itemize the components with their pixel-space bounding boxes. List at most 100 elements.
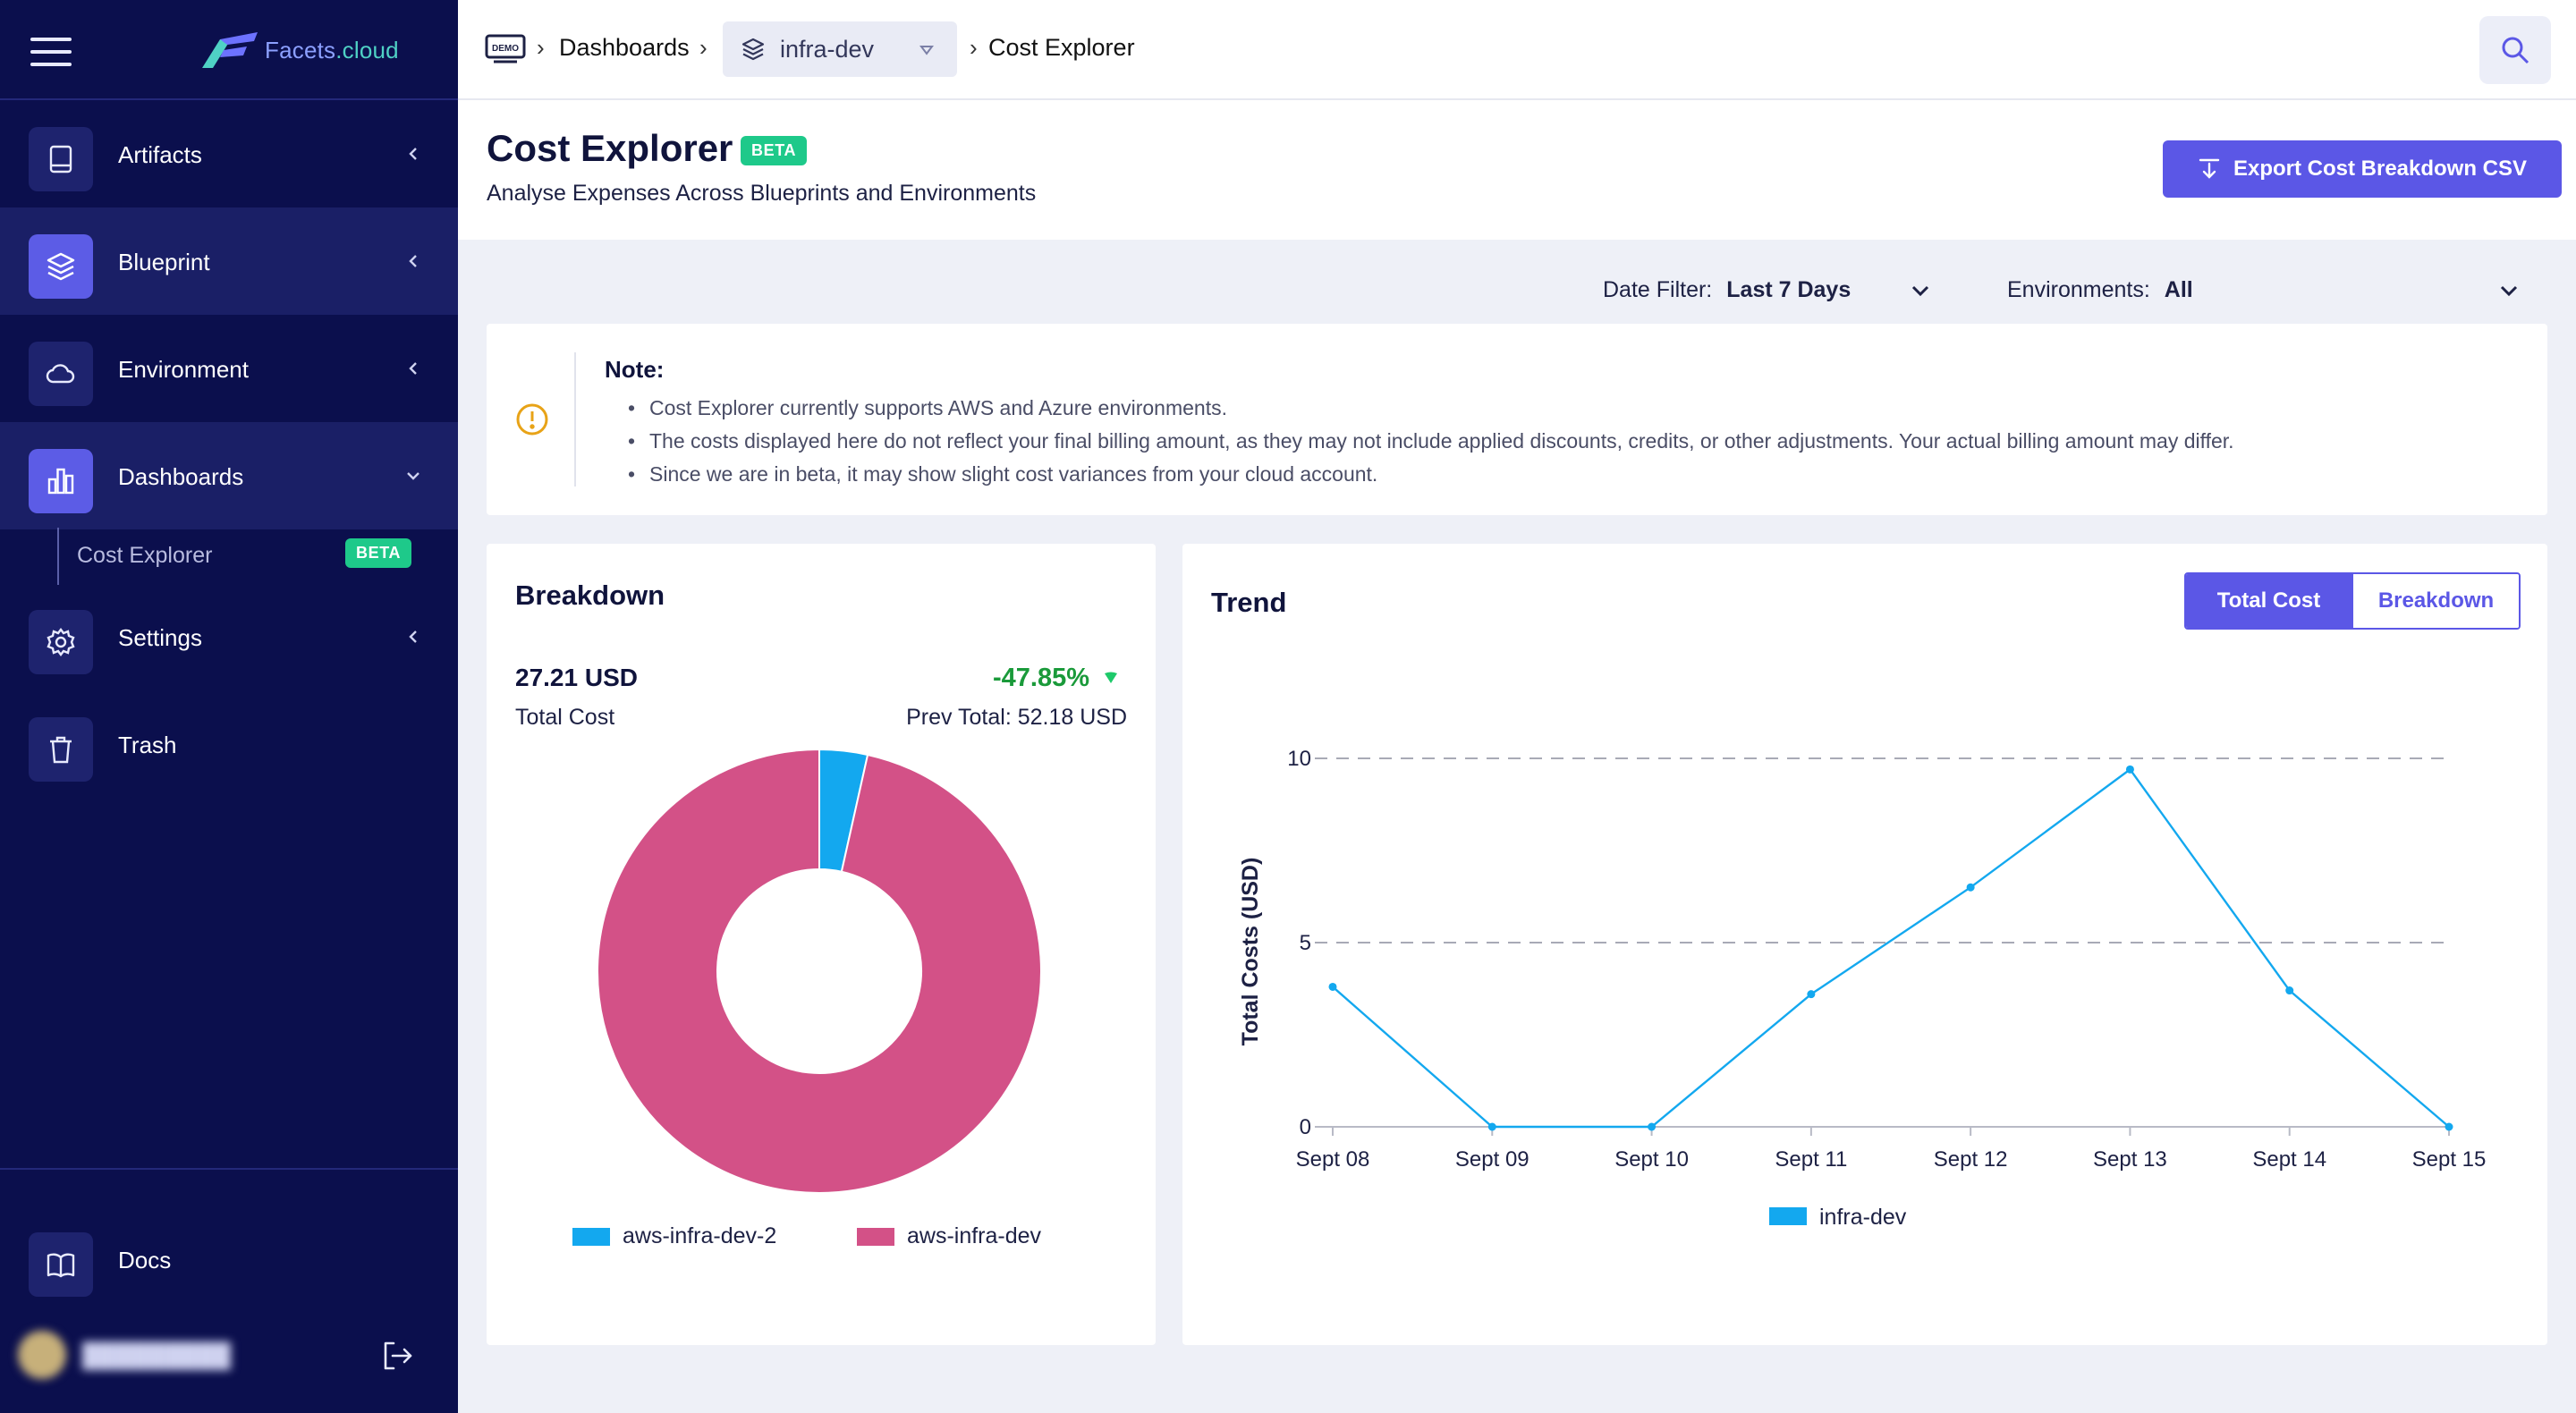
sidebar-item-environment[interactable]: Environment bbox=[0, 315, 458, 422]
beta-badge: BETA bbox=[741, 136, 808, 165]
note-title: Note: bbox=[605, 356, 665, 383]
note-item: Cost Explorer currently supports AWS and… bbox=[628, 392, 2234, 425]
sidebar-item-settings[interactable]: Settings bbox=[0, 583, 458, 690]
legend-label[interactable]: infra-dev bbox=[1819, 1205, 1907, 1230]
data-point[interactable] bbox=[2445, 1122, 2453, 1131]
legend-swatch bbox=[572, 1227, 610, 1246]
download-icon bbox=[2199, 158, 2220, 179]
note-divider bbox=[574, 352, 576, 487]
date-filter[interactable]: Date Filter: Last 7 Days bbox=[1603, 277, 1851, 303]
date-filter-label: Date Filter: bbox=[1603, 277, 1713, 302]
x-tick-label: Sept 15 bbox=[2412, 1147, 2487, 1172]
chevron-left-icon bbox=[404, 628, 422, 646]
breakdown-card: Breakdown 27.21 USD Total Cost -47.85% P… bbox=[487, 544, 1156, 1345]
note-panel: Note: Cost Explorer currently supports A… bbox=[487, 324, 2547, 515]
user-profile[interactable]: █████████ bbox=[18, 1329, 322, 1381]
x-tick-label: Sept 12 bbox=[1934, 1147, 2008, 1172]
export-csv-label: Export Cost Breakdown CSV bbox=[2233, 157, 2528, 181]
data-point[interactable] bbox=[1807, 990, 1816, 999]
breadcrumb-current: Cost Explorer bbox=[988, 34, 1135, 61]
beta-badge: BETA bbox=[345, 538, 412, 568]
note-item: Since we are in beta, it may show slight… bbox=[628, 458, 2234, 491]
breadcrumb-separator-icon: › bbox=[970, 34, 978, 61]
search-icon bbox=[2502, 37, 2529, 64]
breakdown-donut-chart bbox=[597, 748, 1042, 1194]
menu-icon[interactable] bbox=[30, 38, 72, 66]
environment-filter[interactable]: Environments: All bbox=[2007, 277, 2193, 303]
gear-icon bbox=[29, 610, 93, 674]
book-icon bbox=[29, 127, 93, 191]
export-csv-button[interactable]: Export Cost Breakdown CSV bbox=[2163, 140, 2562, 198]
cloud-icon bbox=[29, 342, 93, 406]
breadcrumb-dashboards[interactable]: Dashboards bbox=[559, 34, 690, 61]
sidebar-subitem-cost-explorer[interactable]: Cost Explorer bbox=[77, 543, 213, 568]
trash-icon bbox=[29, 717, 93, 782]
y-tick-label: 0 bbox=[1300, 1115, 1311, 1139]
x-tick-label: Sept 10 bbox=[1614, 1147, 1689, 1172]
data-point[interactable] bbox=[1966, 883, 1975, 892]
demo-monitor-icon[interactable]: DEMO bbox=[485, 34, 526, 64]
submenu-indicator bbox=[57, 528, 59, 585]
caret-down-icon bbox=[919, 46, 934, 55]
logout-icon[interactable] bbox=[379, 1338, 415, 1374]
environment-name: infra-dev bbox=[780, 36, 875, 63]
series-line-infra-dev bbox=[1332, 767, 2450, 1129]
data-point[interactable] bbox=[1487, 1122, 1496, 1131]
sidebar-item-trash[interactable]: Trash bbox=[0, 690, 458, 798]
legend-label: aws-infra-dev-2 bbox=[623, 1223, 777, 1248]
data-point[interactable] bbox=[2125, 765, 2134, 774]
chevron-left-icon bbox=[404, 252, 422, 270]
trend-card: Trend Total Cost Breakdown 0 5 10 Sept 08 Se… bbox=[1182, 544, 2547, 1345]
open-book-icon bbox=[29, 1232, 93, 1297]
sidebar: Facets.cloud Artifacts Blueprint Environ… bbox=[0, 0, 458, 1413]
legend-label: aws-infra-dev bbox=[907, 1223, 1042, 1248]
sidebar-item-label: Trash bbox=[118, 732, 177, 758]
breakdown-toggle-button[interactable]: Breakdown bbox=[2351, 574, 2519, 628]
sidebar-item-docs[interactable]: Docs bbox=[0, 1206, 458, 1313]
x-tick-label: Sept 11 bbox=[1775, 1147, 1847, 1172]
chevron-down-icon[interactable] bbox=[1909, 279, 1932, 302]
sidebar-item-artifacts[interactable]: Artifacts bbox=[0, 100, 458, 207]
breadcrumb-separator-icon: › bbox=[699, 34, 708, 61]
trend-view-toggle: Total Cost Breakdown bbox=[2184, 572, 2521, 630]
legend-item-aws-infra-dev[interactable]: aws-infra-dev bbox=[857, 1223, 1041, 1249]
sidebar-divider bbox=[0, 1168, 458, 1170]
top-bar: DEMO › Dashboards › infra-dev › Cost Exp… bbox=[458, 0, 2576, 100]
chevron-left-icon bbox=[404, 145, 422, 163]
total-cost-toggle-button[interactable]: Total Cost bbox=[2186, 574, 2351, 628]
warning-circle-icon bbox=[516, 403, 548, 436]
sidebar-item-label: Docs bbox=[118, 1247, 172, 1273]
facets-logo-icon bbox=[202, 32, 258, 68]
svg-text:DEMO: DEMO bbox=[492, 44, 519, 54]
note-list: Cost Explorer currently supports AWS and… bbox=[628, 392, 2234, 491]
legend-item-aws-infra-dev-2[interactable]: aws-infra-dev-2 bbox=[572, 1223, 776, 1249]
layers-icon bbox=[29, 234, 93, 299]
sidebar-item-dashboards[interactable]: Dashboards bbox=[0, 422, 458, 529]
breadcrumb-separator-icon: › bbox=[537, 34, 545, 61]
legend-swatch[interactable] bbox=[1769, 1207, 1807, 1225]
date-filter-value: Last 7 Days bbox=[1726, 277, 1852, 302]
chevron-down-icon[interactable] bbox=[2497, 279, 2521, 302]
total-cost-label: Total Cost bbox=[515, 705, 615, 730]
x-tick-label: Sept 13 bbox=[2093, 1147, 2167, 1172]
data-point[interactable] bbox=[1648, 1122, 1657, 1131]
sidebar-item-label: Blueprint bbox=[118, 249, 210, 275]
environment-filter-label: Environments: bbox=[2007, 277, 2150, 302]
down-arrow-icon bbox=[1105, 672, 1117, 683]
data-point[interactable] bbox=[1328, 982, 1337, 991]
sidebar-item-label: Environment bbox=[118, 356, 249, 383]
donut-slice-aws-infra-dev[interactable] bbox=[597, 748, 1042, 1194]
trend-title: Trend bbox=[1211, 587, 1287, 618]
sidebar-item-blueprint[interactable]: Blueprint bbox=[0, 207, 458, 315]
x-tick-label: Sept 09 bbox=[1455, 1147, 1530, 1172]
sidebar-header: Facets.cloud bbox=[0, 0, 458, 100]
user-name-blurred: █████████ bbox=[82, 1341, 231, 1368]
page-title: Cost Explorer bbox=[487, 127, 733, 169]
avatar bbox=[18, 1331, 66, 1379]
layers-icon bbox=[741, 38, 765, 61]
data-point[interactable] bbox=[2285, 986, 2294, 995]
environment-selector[interactable]: infra-dev bbox=[723, 21, 957, 77]
search-button[interactable] bbox=[2479, 16, 2551, 84]
x-tick-label: Sept 08 bbox=[1296, 1147, 1370, 1172]
brand-logo[interactable]: Facets.cloud bbox=[200, 30, 399, 70]
